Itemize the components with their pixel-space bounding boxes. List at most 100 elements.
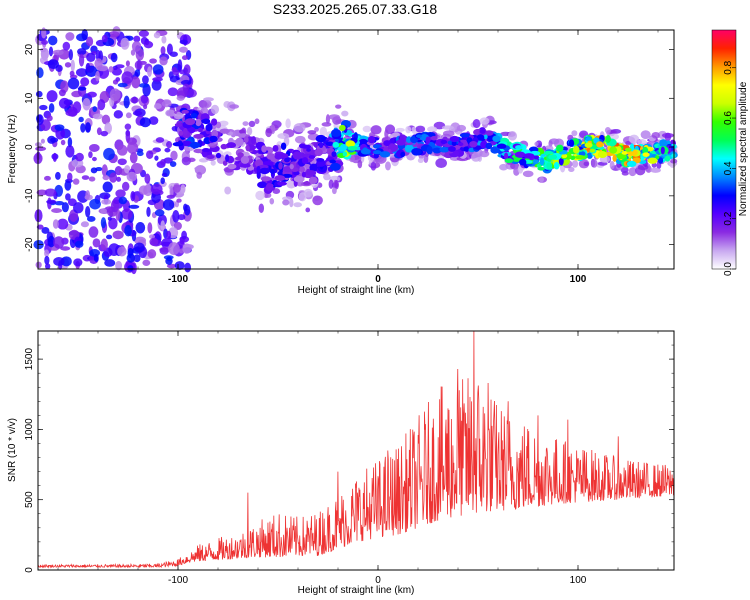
noise-blob — [64, 62, 72, 68]
noise-blob — [140, 94, 149, 104]
noise-blob — [167, 87, 178, 97]
noise-blob — [47, 59, 59, 70]
ridge-blob — [303, 181, 311, 186]
halo-blob — [640, 130, 651, 140]
ridge-blob — [269, 153, 276, 161]
noise-blob — [166, 263, 177, 269]
halo-blob — [609, 133, 619, 140]
noise-blob — [46, 199, 57, 204]
noise-blob — [121, 181, 130, 192]
noise-blob — [136, 151, 144, 157]
noise-blob — [138, 30, 149, 38]
noise-blob — [180, 79, 192, 86]
ridge-blob — [430, 136, 438, 141]
noise-blob — [53, 236, 65, 249]
ridge-blob — [197, 127, 203, 133]
noise-blob — [54, 124, 65, 131]
ridge-blob — [193, 133, 204, 139]
noise-blob — [52, 49, 64, 56]
ridge-blob — [539, 157, 545, 166]
ridge-blob — [532, 159, 539, 165]
ridge-blob — [184, 118, 196, 126]
ridge-blob — [463, 146, 469, 152]
ridge-blob — [596, 141, 604, 148]
noise-blob — [58, 89, 66, 97]
ridge-blob — [265, 183, 273, 192]
noise-blob — [94, 58, 103, 70]
noise-blob — [123, 95, 130, 109]
ridge-blob — [485, 142, 493, 150]
noise-blob — [152, 77, 163, 82]
halo-blob — [609, 161, 615, 170]
halo-blob — [196, 171, 203, 179]
ridge-blob — [243, 136, 249, 143]
colorbar-tick-label: 0.8 — [723, 60, 734, 74]
noise-blob — [104, 259, 116, 267]
ridge-blob — [345, 140, 356, 148]
spectrogram-x-axis-title: Height of straight line (km) — [298, 285, 415, 296]
ridge-blob — [411, 147, 422, 156]
noise-blob — [139, 117, 151, 128]
noise-blob — [124, 165, 131, 174]
ridge-blob — [515, 145, 523, 150]
halo-blob — [203, 97, 214, 102]
ridge-blob — [278, 162, 283, 170]
halo-blob — [417, 157, 424, 164]
colorbar-tick-label: 0.4 — [723, 161, 734, 175]
ridge-blob — [211, 118, 218, 126]
ridge-blob — [449, 135, 460, 143]
halo-blob — [265, 127, 272, 138]
halo-blob — [229, 104, 240, 109]
noise-blob — [108, 243, 120, 257]
ridge-blob — [406, 136, 412, 143]
ridge-blob — [404, 144, 414, 153]
ridge-blob — [314, 148, 323, 157]
ridge-blob — [490, 146, 500, 154]
noise-blob — [121, 71, 134, 85]
noise-blob — [133, 35, 141, 43]
ridge-blob — [584, 142, 593, 148]
halo-blob — [246, 127, 253, 136]
noise-blob — [176, 198, 182, 203]
noise-blob — [155, 137, 165, 143]
ridge-blob — [215, 121, 222, 129]
ridge-blob — [459, 133, 471, 138]
noise-blob — [65, 32, 75, 41]
noise-blob — [133, 242, 145, 253]
colorbar-tick-label: 0.2 — [723, 211, 734, 225]
noise-blob — [39, 104, 48, 111]
ridge-blob — [624, 147, 632, 152]
ridge-blob — [342, 151, 348, 157]
ridge-blob — [195, 118, 202, 127]
ridge-blob — [426, 146, 433, 155]
ridge-blob — [325, 141, 334, 147]
noise-blob — [67, 77, 80, 90]
noise-blob — [102, 181, 113, 193]
noise-blob — [86, 36, 94, 47]
chart-title: S233.2025.265.07.33.G18 — [272, 1, 438, 17]
halo-blob — [258, 203, 265, 213]
noise-blob — [116, 176, 122, 182]
noise-blob — [35, 90, 43, 98]
halo-blob — [637, 168, 644, 175]
noise-blob — [36, 189, 48, 196]
noise-blob — [69, 70, 75, 77]
noise-blob — [44, 249, 50, 258]
ridge-blob — [347, 145, 358, 151]
halo-blob — [289, 197, 294, 208]
noise-blob — [100, 238, 108, 251]
spectrogram-y-tick-label: -10 — [24, 188, 35, 203]
noise-blob — [184, 262, 192, 273]
snr-x-tick-label: 100 — [570, 575, 587, 586]
ridge-blob — [299, 166, 305, 173]
halo-blob — [385, 161, 391, 171]
halo-blob — [650, 167, 661, 173]
ridge-blob — [260, 176, 272, 182]
ridge-blob — [660, 146, 665, 155]
ridge-blob — [318, 142, 324, 149]
noise-blob — [149, 58, 157, 64]
noise-blob — [65, 145, 75, 158]
snr-x-axis-title: Height of straight line (km) — [298, 585, 415, 596]
noise-blob — [125, 112, 132, 119]
